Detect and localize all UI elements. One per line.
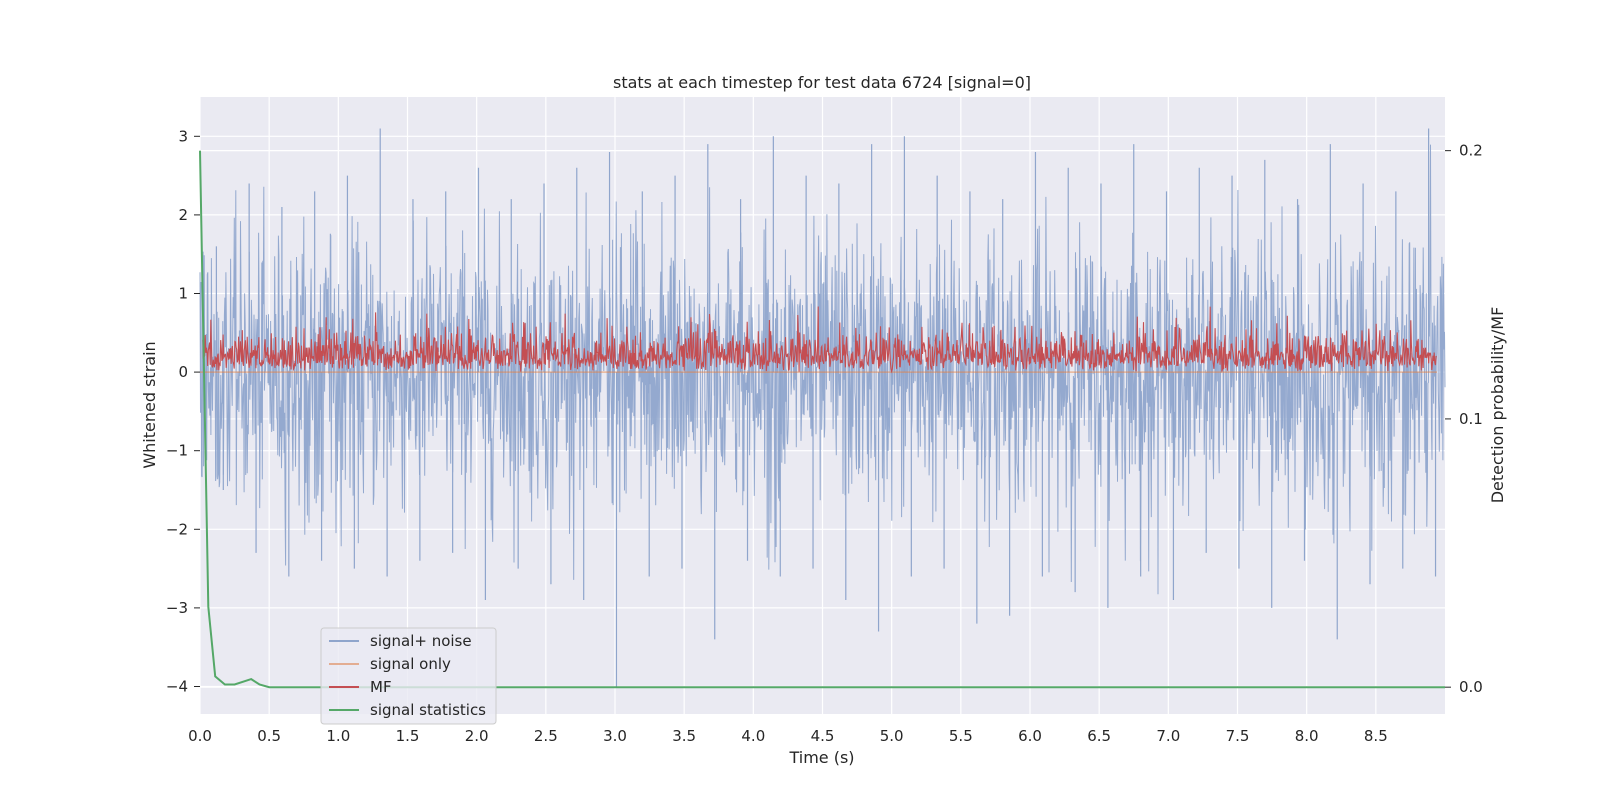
x-tick-label: 1.5 bbox=[396, 727, 420, 745]
y2-tick-label: 0.0 bbox=[1459, 678, 1483, 696]
x-tick-label: 2.0 bbox=[465, 727, 489, 745]
x-tick-label: 0.0 bbox=[188, 727, 212, 745]
x-tick-label: 5.0 bbox=[880, 727, 904, 745]
y2-tick-label: 0.2 bbox=[1459, 142, 1483, 160]
x-tick-label: 3.0 bbox=[603, 727, 627, 745]
y-tick-label: −1 bbox=[166, 442, 188, 460]
x-tick-label: 8.0 bbox=[1295, 727, 1319, 745]
x-tick-label: 5.5 bbox=[949, 727, 973, 745]
legend: signal+ noise signal only MF signal stat… bbox=[320, 627, 497, 725]
chart-title: stats at each timestep for test data 672… bbox=[613, 73, 1031, 92]
signal-statistics-series bbox=[199, 150, 1445, 689]
y-tick-label: 2 bbox=[178, 206, 188, 224]
y-tick-label: −3 bbox=[166, 599, 188, 617]
y2-tick-label: 0.1 bbox=[1459, 410, 1483, 428]
y-tick-label: 1 bbox=[178, 284, 188, 302]
y-axis-label: Whitened strain bbox=[140, 341, 159, 468]
signal-statistics-line bbox=[199, 150, 1445, 689]
x-tick-label: 3.5 bbox=[672, 727, 696, 745]
signal-noise-line bbox=[199, 144, 1446, 595]
x-tick-label: 7.5 bbox=[1226, 727, 1250, 745]
y-tick-label: −2 bbox=[166, 520, 188, 538]
x-tick-label: 4.5 bbox=[811, 727, 835, 745]
legend-label-signal-only: signal only bbox=[370, 655, 451, 673]
signal-noise-series bbox=[199, 128, 1446, 687]
y-tick-label: −4 bbox=[166, 677, 188, 695]
y2-axis-ticks: 0.2 0.1 0.0 bbox=[1445, 142, 1483, 696]
mf-line bbox=[202, 306, 1437, 374]
y-axis-ticks: 3 2 1 0 −1 −2 −3 −4 bbox=[166, 127, 200, 695]
x-tick-label: 0.5 bbox=[257, 727, 281, 745]
legend-label-signal-noise: signal+ noise bbox=[370, 632, 472, 650]
y2-axis-label: Detection probability/MF bbox=[1488, 307, 1507, 504]
x-axis-ticks: 0.0 0.5 1.0 1.5 2.0 2.5 3.0 3.5 4.0 4.5 5.0 5.5 6.0 6… bbox=[188, 727, 1388, 745]
x-tick-label: 1.0 bbox=[326, 727, 350, 745]
x-tick-label: 6.0 bbox=[1018, 727, 1042, 745]
x-tick-label: 7.0 bbox=[1156, 727, 1180, 745]
legend-label-signal-statistics: signal statistics bbox=[370, 701, 486, 719]
x-tick-label: 6.5 bbox=[1087, 727, 1111, 745]
x-axis-label: Time (s) bbox=[788, 748, 854, 767]
legend-box bbox=[320, 627, 497, 725]
legend-label-mf: MF bbox=[370, 678, 392, 696]
x-tick-label: 4.0 bbox=[741, 727, 765, 745]
x-tick-label: 8.5 bbox=[1364, 727, 1388, 745]
mf-series bbox=[202, 306, 1437, 374]
y-tick-label: 0 bbox=[178, 363, 188, 381]
y-tick-label: 3 bbox=[178, 127, 188, 145]
x-tick-label: 2.5 bbox=[534, 727, 558, 745]
